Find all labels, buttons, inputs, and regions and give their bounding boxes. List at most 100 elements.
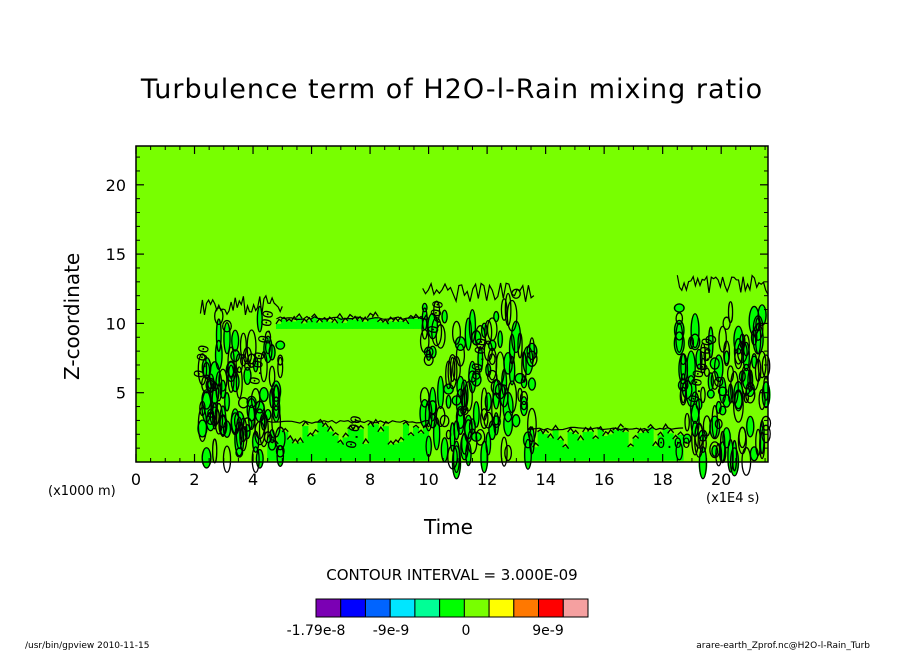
- contour-line: [387, 316, 394, 322]
- contour-line: [713, 354, 724, 383]
- contour-fill-cell: [352, 430, 359, 461]
- contour-line: [197, 419, 208, 438]
- contour-line: [201, 447, 212, 469]
- contour-line: [722, 427, 731, 449]
- contour-fill-cell: [567, 432, 574, 461]
- contour-line: [300, 318, 308, 324]
- contour-fill-cell: [243, 367, 252, 385]
- contour-line: [428, 400, 438, 415]
- contour-line: [356, 315, 364, 322]
- contour-line: [464, 317, 473, 351]
- contour-label: 0.00: [191, 344, 213, 380]
- contour-fill-cell: [587, 431, 594, 461]
- contour-line: [326, 316, 334, 322]
- x-tick-label: 14: [535, 470, 555, 489]
- contour-fill-cell: [346, 318, 353, 329]
- contour-fill-cell: [597, 429, 604, 461]
- contour-label: 0.00: [657, 436, 691, 452]
- contour-line: [377, 426, 385, 433]
- contour-line: [214, 402, 224, 435]
- contour-line: [705, 335, 717, 345]
- contour-line: [717, 386, 728, 397]
- contour-line: [433, 300, 441, 322]
- contour-line: [487, 339, 497, 351]
- x-axis-unit: (x1E4 s): [706, 491, 760, 506]
- contour-line: [500, 298, 508, 321]
- contour-line: [528, 426, 684, 431]
- contour-fill-cell: [377, 321, 384, 329]
- contour-fill-cell: [657, 435, 664, 461]
- contour-label-layer: 0.00 0.000.000.000.000.000.000.000.00: [191, 299, 716, 452]
- contour-line: [691, 420, 699, 456]
- contour-fill-cell: [372, 317, 379, 329]
- colorbar-swatch: [364, 598, 391, 618]
- y-tick-label: 20: [106, 176, 126, 195]
- contour-line: [421, 307, 428, 331]
- contour-line: [223, 322, 231, 355]
- contour-fill-cell: [281, 319, 288, 329]
- x-tick-label: 8: [365, 470, 375, 489]
- contour-fill-cell: [274, 341, 286, 350]
- contour-fill-cell: [362, 321, 369, 329]
- contour-fill-cell: [362, 443, 369, 461]
- contour-fill-cell: [527, 377, 537, 391]
- contour-line: [331, 317, 339, 324]
- contour-line: [708, 326, 714, 359]
- contour-fill-cell: [255, 449, 265, 469]
- contour-line: [737, 341, 748, 364]
- contour-line: [709, 415, 721, 440]
- contour-line: [699, 357, 707, 374]
- contour-line: [342, 432, 350, 438]
- contour-line: [527, 377, 536, 391]
- contour-line: [224, 392, 230, 412]
- chart-title: Turbulence term of H2O-l-Rain mixing rat…: [140, 74, 764, 105]
- contour-line: [421, 302, 428, 313]
- contour-line: [264, 408, 272, 421]
- colorbar-swatch: [513, 598, 540, 618]
- contour-line: [507, 380, 518, 414]
- contour-line: [337, 439, 345, 445]
- contour-line: [397, 436, 405, 443]
- y-axis-unit: (x1000 m): [48, 484, 116, 499]
- contour-line: [460, 379, 469, 411]
- contour-line: [703, 367, 710, 377]
- contour-line: [402, 420, 410, 426]
- contour-line: [520, 400, 528, 411]
- contour-line: [266, 432, 274, 439]
- x-tick-label: 12: [477, 470, 497, 489]
- contour-fill-cell: [352, 319, 359, 329]
- contour-line: [218, 368, 228, 392]
- contour-fill-cell: [582, 431, 589, 461]
- contour-line: [673, 319, 685, 341]
- contour-fill-cell: [662, 429, 669, 461]
- colorbar-swatch: [538, 598, 564, 618]
- x-tick-label: 0: [131, 470, 141, 489]
- contour-fill-cell: [230, 330, 240, 352]
- contour-line: [452, 440, 461, 474]
- y-axis-label: Z-coordinate: [60, 252, 84, 380]
- contour-line: [267, 419, 429, 424]
- contour-fill-cell: [602, 435, 609, 461]
- contour-fill-cell: [592, 438, 599, 461]
- contour-line: [695, 398, 703, 411]
- contour-line: [480, 408, 489, 429]
- contour-fill-cell: [417, 318, 424, 329]
- contour-line: [222, 420, 232, 438]
- contour-line: [201, 374, 212, 394]
- x-tick-label: 16: [594, 470, 614, 489]
- axes: 0 2 4 6 8 10 12 14 16 18 20 5 10 15 20: [106, 146, 768, 489]
- contour-line: [652, 440, 660, 447]
- contour-line: [592, 435, 600, 440]
- contour-line: [567, 427, 575, 433]
- contour-interval-text: CONTOUR INTERVAL = 3.000E-09: [326, 566, 578, 584]
- contour-line: [572, 429, 580, 435]
- contour-line: [291, 438, 299, 445]
- contour-line: [215, 371, 223, 402]
- contour-line: [317, 418, 325, 425]
- colorbar-swatch: [488, 598, 515, 618]
- contour-fill-cell: [382, 322, 389, 329]
- contour-line: [235, 416, 243, 450]
- contour-line: [276, 425, 284, 431]
- contour-fill-cell: [286, 321, 293, 329]
- contour-line: [532, 442, 540, 448]
